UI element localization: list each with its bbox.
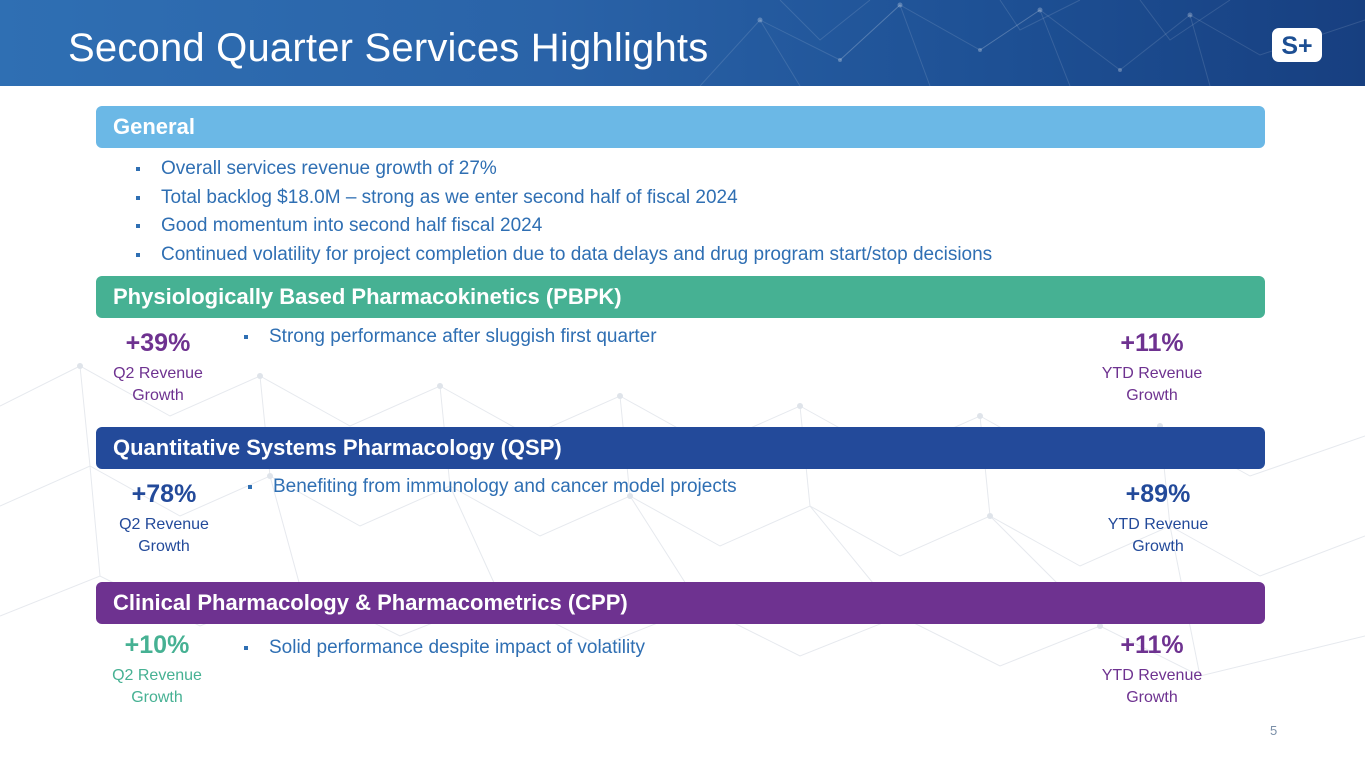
ytd-growth-value: +11% bbox=[1120, 329, 1184, 357]
list-item: Good momentum into second half fiscal 20… bbox=[134, 212, 992, 241]
bullet-square-icon bbox=[136, 252, 140, 257]
cpp-bullet: Solid performance despite impact of vola… bbox=[242, 636, 645, 660]
cpp-q2-metric: +10% Q2 Revenue Growth bbox=[92, 630, 222, 709]
bullet-square-icon bbox=[248, 485, 252, 489]
bullet-text: Overall services revenue growth of 27% bbox=[161, 158, 497, 179]
qsp-ytd-metric: +89% YTD Revenue Growth bbox=[1093, 479, 1223, 558]
bullet-text: Good momentum into second half fiscal 20… bbox=[161, 215, 543, 236]
pbpk-ytd-metric: +11% YTD Revenue Growth bbox=[1087, 328, 1217, 407]
ytd-growth-value: +89% bbox=[1125, 480, 1191, 508]
bullet-text: Continued volatility for project complet… bbox=[161, 243, 993, 265]
list-item: Total backlog $18.0M – strong as we ente… bbox=[134, 184, 992, 213]
ytd-growth-label: YTD Revenue bbox=[1107, 516, 1209, 533]
bullet-text: Benefiting from immunology and cancer mo… bbox=[273, 476, 737, 497]
bullet-square-icon bbox=[244, 646, 248, 650]
pbpk-q2-metric: +39% Q2 Revenue Growth bbox=[93, 328, 223, 407]
ytd-growth-label: Growth bbox=[1126, 387, 1178, 404]
header-network-pattern bbox=[699, 0, 1365, 86]
q2-growth-label: Q2 Revenue bbox=[113, 365, 203, 382]
q2-growth-value: +78% bbox=[131, 480, 197, 508]
bullet-square-icon bbox=[244, 335, 248, 339]
pbpk-bullet: Strong performance after sluggish first … bbox=[242, 325, 657, 349]
q2-growth-value: +10% bbox=[124, 631, 190, 659]
page-number: 5 bbox=[1270, 723, 1278, 738]
ytd-growth-label: YTD Revenue bbox=[1101, 365, 1203, 382]
list-item: Overall services revenue growth of 27% bbox=[134, 155, 992, 184]
general-section-header: General bbox=[96, 106, 1265, 148]
company-logo-icon: S+ bbox=[1272, 28, 1322, 62]
qsp-section-header: Quantitative Systems Pharmacology (QSP) bbox=[96, 427, 1265, 469]
ytd-growth-label: YTD Revenue bbox=[1101, 667, 1203, 684]
ytd-growth-label: Growth bbox=[1132, 538, 1184, 555]
bullet-square-icon bbox=[136, 195, 140, 200]
cpp-ytd-metric: +11% YTD Revenue Growth bbox=[1087, 630, 1217, 709]
cpp-section-header: Clinical Pharmacology & Pharmacometrics … bbox=[96, 582, 1265, 624]
qsp-q2-metric: +78% Q2 Revenue Growth bbox=[99, 479, 229, 558]
general-bullet-list: Overall services revenue growth of 27% T… bbox=[134, 155, 992, 269]
q2-growth-label: Q2 Revenue bbox=[112, 667, 202, 684]
qsp-bullet: Benefiting from immunology and cancer mo… bbox=[246, 475, 737, 499]
bullet-text: Total backlog $18.0M – strong as we ente… bbox=[161, 186, 738, 208]
bullet-text: Solid performance despite impact of vola… bbox=[269, 637, 645, 658]
list-item: Continued volatility for project complet… bbox=[134, 241, 992, 270]
q2-growth-label: Q2 Revenue bbox=[119, 516, 209, 533]
pbpk-section-header: Physiologically Based Pharmacokinetics (… bbox=[96, 276, 1265, 318]
bullet-square-icon bbox=[136, 224, 140, 228]
ytd-growth-value: +11% bbox=[1120, 631, 1184, 659]
q2-growth-label: Growth bbox=[138, 538, 190, 555]
ytd-growth-label: Growth bbox=[1126, 689, 1178, 706]
bullet-square-icon bbox=[136, 167, 140, 171]
q2-growth-value: +39% bbox=[125, 329, 191, 357]
bullet-text: Strong performance after sluggish first … bbox=[269, 326, 657, 347]
header-bar: Second Quarter Services Highlights S+ bbox=[0, 0, 1365, 86]
slide-title: Second Quarter Services Highlights bbox=[68, 26, 709, 70]
q2-growth-label: Growth bbox=[132, 387, 184, 404]
q2-growth-label: Growth bbox=[131, 689, 183, 706]
logo-text: S+ bbox=[1281, 32, 1312, 60]
